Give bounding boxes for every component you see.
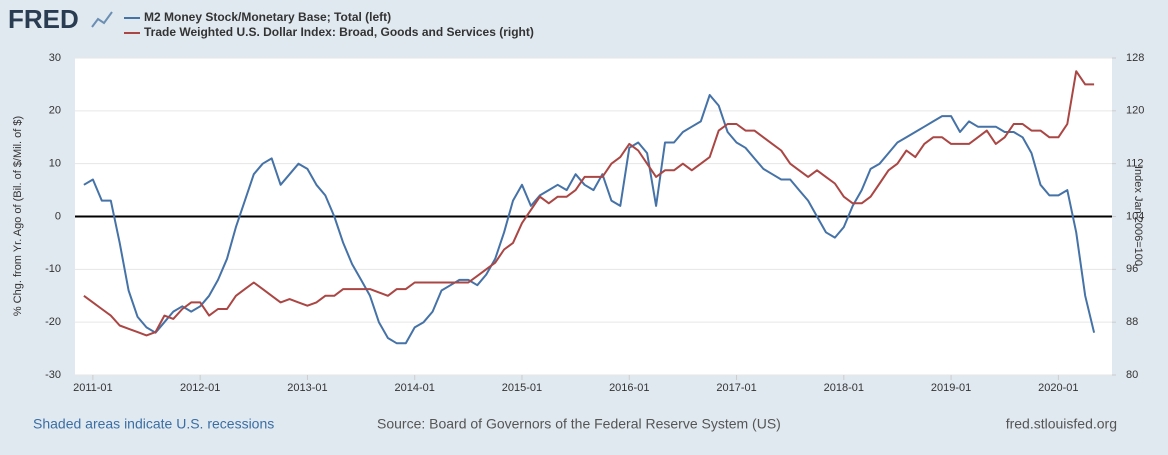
x-tick-label: 2014-01 bbox=[395, 382, 435, 394]
legend-label: Trade Weighted U.S. Dollar Index: Broad,… bbox=[144, 25, 534, 39]
series-line bbox=[83, 70, 1095, 337]
x-tick-label: 2012-01 bbox=[180, 382, 220, 394]
legend-label: M2 Money Stock/Monetary Base; Total (lef… bbox=[144, 10, 391, 24]
series-line bbox=[83, 94, 1096, 345]
y-tick-label: 20 bbox=[49, 105, 61, 117]
logo-icon bbox=[91, 11, 113, 28]
y2-tick-label: 88 bbox=[1126, 316, 1138, 328]
x-tick-label: 2013-01 bbox=[287, 382, 327, 394]
y-axis-label: % Chg. from Yr. Ago of (Bil. of $/Mil. o… bbox=[12, 116, 24, 316]
site[interactable]: fred.stlouisfed.org bbox=[1006, 416, 1117, 432]
source: Source: Board of Governors of the Federa… bbox=[377, 416, 781, 432]
x-tick-label: 2017-01 bbox=[716, 382, 756, 394]
x-tick-label: 2018-01 bbox=[824, 382, 864, 394]
y2-tick-label: 104 bbox=[1126, 210, 1144, 222]
logo: FRED bbox=[8, 4, 79, 34]
x-tick-label: 2019-01 bbox=[931, 382, 971, 394]
x-tick-label: 2015-01 bbox=[502, 382, 542, 394]
y-tick-label: 30 bbox=[49, 52, 61, 64]
recession-note[interactable]: Shaded areas indicate U.S. recessions bbox=[33, 416, 274, 432]
y-tick-label: 10 bbox=[49, 158, 61, 170]
x-tick-label: 2011-01 bbox=[73, 382, 113, 394]
y2-tick-label: 80 bbox=[1126, 369, 1138, 381]
y-tick-label: -10 bbox=[45, 263, 61, 275]
y2-tick-label: 120 bbox=[1126, 105, 1144, 117]
y2-tick-label: 128 bbox=[1126, 52, 1144, 64]
y-tick-label: -30 bbox=[45, 369, 61, 381]
x-tick-label: 2020-01 bbox=[1038, 382, 1078, 394]
x-tick-label: 2016-01 bbox=[609, 382, 649, 394]
y2-tick-label: 112 bbox=[1126, 158, 1144, 170]
y2-tick-label: 96 bbox=[1126, 263, 1138, 275]
y2-axis-label: Index Jan 2006=100 bbox=[1132, 166, 1144, 266]
y-tick-label: 0 bbox=[55, 210, 61, 222]
y-tick-label: -20 bbox=[45, 316, 61, 328]
